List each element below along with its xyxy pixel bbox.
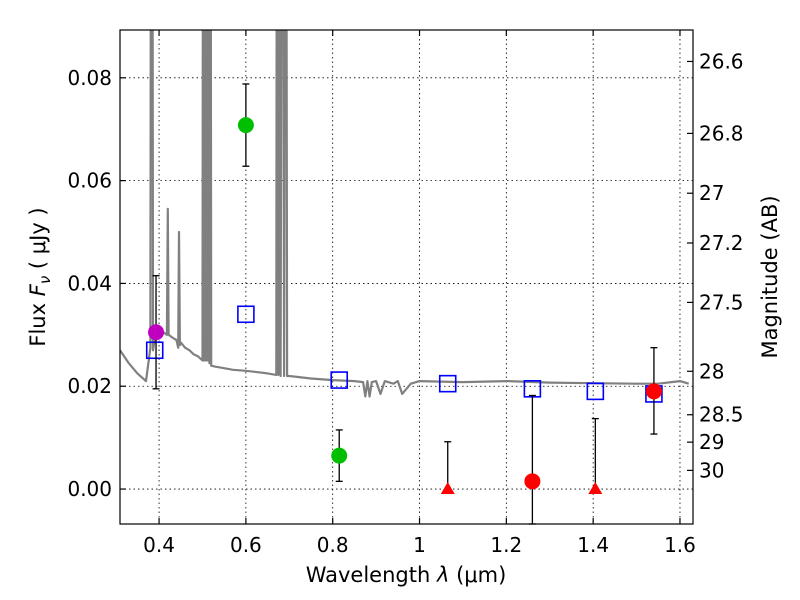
x-tick-label: 1.6	[664, 533, 696, 557]
x-tick-label: 0.6	[230, 533, 262, 557]
mag-tick-label: 28	[699, 359, 724, 383]
y-tick-label: 0.04	[67, 271, 112, 295]
grid	[120, 30, 693, 524]
x-tick-label: 1	[413, 533, 426, 557]
x-tick-label: 1.2	[490, 533, 522, 557]
mag-tick-label: 27.5	[699, 290, 744, 314]
y-axis-label: Flux Fν ( μJy )	[26, 207, 54, 346]
mag-tick-label: 27.2	[699, 231, 744, 255]
model-photometry-square	[330, 371, 349, 389]
upper-limit-triangle	[588, 482, 603, 495]
upper-limit-triangle	[440, 482, 455, 495]
detection-point	[148, 324, 165, 341]
y-tick-label: 0.06	[67, 169, 112, 193]
markers	[145, 83, 663, 525]
model-sed-line	[120, 30, 690, 398]
mag-tick-label: 29	[699, 430, 724, 454]
detection-point	[331, 447, 348, 464]
x-tick-label: 1.4	[577, 533, 609, 557]
axes: 0.4 0.6 0.8 1 1.2 1.4 1.6 0.00 0.02 0.04 0.06 0.08 2…	[67, 30, 744, 557]
model-photometry-square	[586, 382, 605, 401]
mag-tick-label: 26.6	[699, 49, 744, 73]
detection-point	[524, 473, 541, 490]
y-tick-label: 0.08	[67, 66, 112, 90]
x-axis-label: Wavelength λ (μm)	[306, 563, 507, 587]
mag-tick-label: 27	[699, 181, 724, 205]
detection-point	[645, 383, 662, 400]
plot-frame	[119, 29, 694, 525]
mag-tick-label: 30	[699, 458, 724, 482]
mag-tick-label: 28.5	[699, 403, 744, 427]
x-tick-label: 0.4	[143, 533, 175, 557]
model-photometry-square	[237, 305, 255, 324]
mag-tick-label: 26.8	[699, 121, 744, 145]
model-photometry-square	[438, 374, 457, 393]
right-axis-label: Magnitude (AB)	[758, 195, 782, 358]
y-tick-label: 0.00	[67, 477, 112, 501]
y-tick-label: 0.02	[67, 374, 112, 398]
plot-area	[120, 30, 690, 398]
x-tick-label: 0.8	[317, 533, 349, 557]
model-photometry-square	[145, 341, 164, 360]
detection-point	[237, 117, 254, 134]
